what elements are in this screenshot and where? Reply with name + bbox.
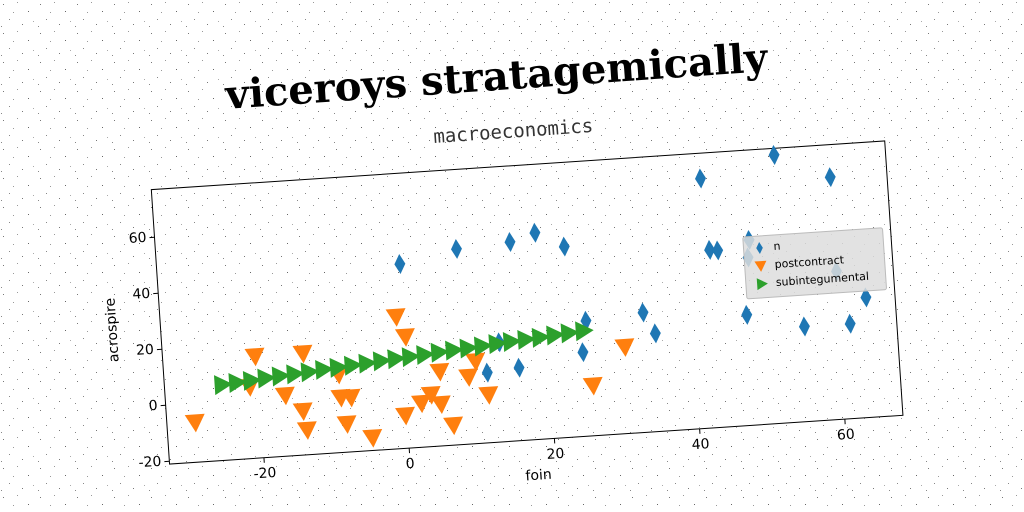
scatter-point (450, 238, 462, 259)
y-tick-label: 20 (136, 342, 155, 359)
scatter-point (430, 395, 451, 415)
scatter-point (560, 323, 580, 344)
scatter-point (529, 222, 541, 243)
x-tick-label: -20 (253, 465, 277, 482)
scatter-point (704, 239, 716, 260)
scatter-point (394, 253, 406, 274)
legend-box (742, 227, 887, 300)
scatter-point (575, 321, 594, 342)
x-tick-label: 20 (546, 446, 565, 463)
scatter-point (517, 329, 536, 350)
scatter-point (582, 376, 603, 396)
scatter-point (741, 304, 753, 325)
scatter-point (410, 394, 431, 414)
scatter-point (798, 316, 810, 337)
scatter-point (473, 336, 493, 357)
scatter-point (372, 351, 392, 372)
scatter-point (712, 240, 724, 261)
legend-marker (756, 241, 763, 254)
y-tick-label: 0 (148, 398, 158, 415)
scatter-point (395, 406, 415, 426)
scatter-point (430, 342, 450, 363)
scatter-point (546, 325, 565, 346)
scatter-point (614, 338, 635, 357)
x-axis-label: foin (525, 467, 552, 485)
axes-frame (150, 140, 904, 465)
scatter-point (649, 323, 661, 344)
scatter-point (513, 357, 525, 378)
scatter-point (385, 308, 406, 327)
scatter-point (244, 347, 265, 367)
scatter-point (213, 375, 233, 396)
plot-area: -20 0 20 40 60 -20 0 20 40 60 foin acrospire npostco… (102, 140, 904, 485)
scatter-point (478, 386, 499, 405)
scatter-point (429, 362, 450, 382)
scatter-point (242, 370, 262, 391)
scatter-point (300, 362, 320, 383)
y-tick-label: -20 (138, 454, 162, 471)
scatter-point (343, 355, 363, 376)
y-tick-label: 60 (128, 230, 147, 247)
x-tick-label: 0 (405, 456, 415, 473)
scatter-point (228, 373, 248, 393)
legend-label: subintegumental (775, 270, 869, 289)
scatter-point (445, 340, 464, 361)
scatter-point (292, 402, 313, 421)
scatter-point (481, 362, 493, 383)
y-tick-label: 40 (132, 286, 151, 303)
scatter-point (844, 313, 856, 334)
scatter-point (286, 364, 305, 385)
scatter-point (637, 302, 649, 323)
scatter-point (580, 310, 592, 331)
scatter-point (329, 357, 349, 378)
scatter-point (824, 167, 836, 188)
scatter-point (274, 386, 295, 406)
x-tick-label: 60 (836, 427, 855, 444)
scatter-point (296, 421, 317, 440)
scatter-point (502, 332, 522, 352)
legend-label: postcontract (774, 253, 845, 271)
scatter-point (695, 168, 706, 189)
scatter-point (271, 366, 291, 387)
x-tick-label: 40 (691, 436, 710, 453)
scatter-point (340, 388, 361, 408)
scatter-point (416, 345, 435, 366)
scatter-point (488, 334, 508, 355)
scatter-point (184, 413, 205, 433)
scatter-point (420, 385, 441, 405)
scatter-point (401, 347, 421, 368)
scatter-point (358, 353, 378, 374)
legend-marker (756, 278, 768, 291)
scatter-point (336, 415, 357, 434)
legend-marker (754, 260, 767, 272)
scatter-point (257, 368, 276, 389)
scatter-point (458, 368, 479, 387)
scatter-point (292, 344, 313, 364)
scatter-point (459, 338, 479, 359)
scatter-point (558, 236, 570, 257)
scatter-point (387, 349, 406, 370)
y-axis-label: acrospire (102, 297, 122, 362)
scatter-point (531, 327, 551, 348)
scatter-point (504, 232, 516, 253)
scatter-point (394, 328, 415, 347)
scatter-point (443, 416, 464, 436)
legend-label: n (773, 240, 781, 253)
scatter-point (465, 352, 486, 372)
scatter-point (362, 428, 383, 448)
scatter-point (315, 359, 334, 380)
scatter-point (768, 145, 780, 166)
scatter-point (860, 287, 872, 308)
scatter-point (577, 342, 589, 363)
